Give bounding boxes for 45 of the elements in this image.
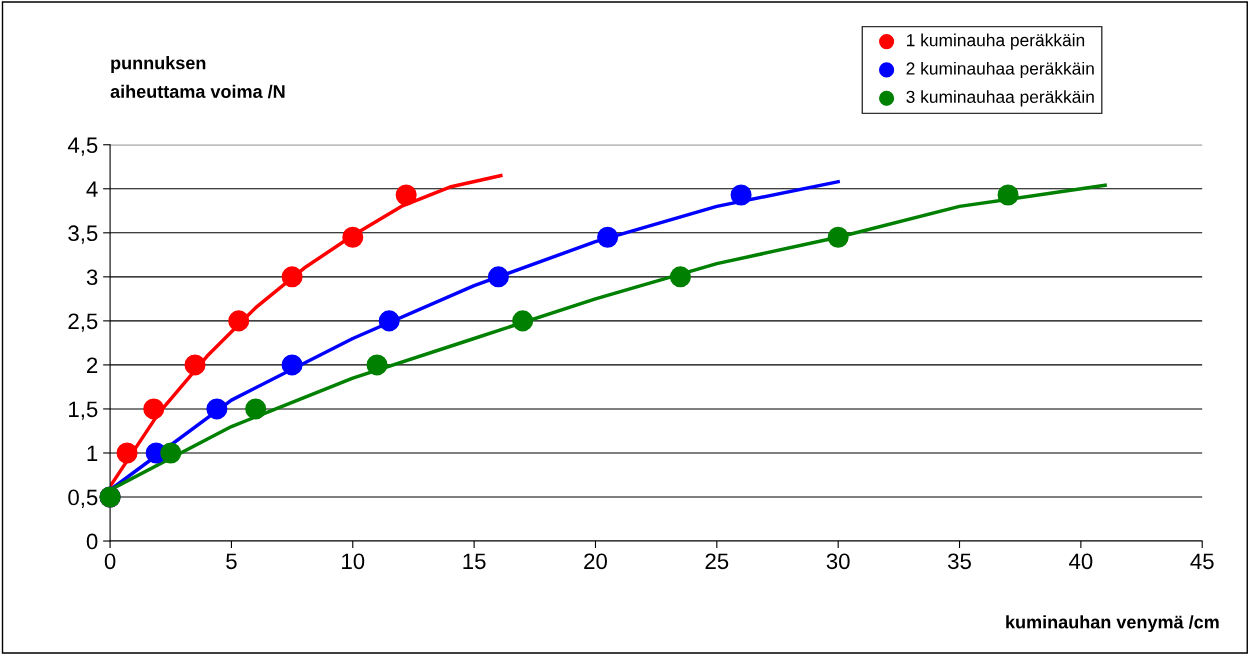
point — [160, 442, 182, 464]
x-axis-title: kuminauhan venymä /cm — [1006, 615, 1219, 633]
y-tick-label: 2 — [87, 357, 98, 373]
y-tick-label: 4 — [86, 181, 98, 197]
x-tick-label: 5 — [226, 553, 237, 570]
point — [378, 310, 400, 332]
legend-label: 2 kuminauhaa peräkkäin — [906, 61, 1094, 79]
x-tick-label: 20 — [584, 553, 607, 570]
point — [512, 310, 534, 332]
x-tick-label: 30 — [826, 553, 850, 570]
point — [206, 398, 228, 420]
y-tick-label: 2,5 — [68, 313, 98, 332]
legend-label: 3 kuminauhaa peräkkäin — [906, 90, 1094, 107]
y-tick-label: 4,5 — [67, 137, 98, 156]
point — [245, 398, 267, 420]
x-tick-label: 15 — [463, 553, 486, 570]
point — [730, 184, 752, 206]
x-tick-label: 10 — [342, 553, 365, 570]
x-tick-label: 40 — [1069, 553, 1093, 570]
y-tick-label: 1,5 — [69, 401, 98, 420]
x-tick-label: 0 — [104, 553, 116, 570]
point — [116, 442, 138, 464]
y-tick-label: 3 — [86, 269, 98, 286]
point — [395, 184, 417, 206]
y-tick-label: 0,5 — [68, 489, 98, 508]
y-axis-title: punnuksen aiheuttama voima /N — [110, 56, 285, 99]
point — [669, 266, 691, 288]
point — [487, 266, 509, 288]
x-tick-label: 25 — [705, 553, 729, 570]
point — [281, 266, 303, 288]
x-tick-label: 35 — [948, 553, 971, 570]
point — [342, 226, 364, 248]
x-tick-label: 45 — [1190, 553, 1214, 570]
point — [143, 398, 165, 420]
point — [827, 226, 849, 248]
point — [228, 310, 250, 332]
point — [184, 354, 206, 376]
y-tick-label: 0 — [86, 533, 98, 550]
point — [997, 184, 1019, 206]
legend-label: 1 kuminauha peräkkäin — [907, 33, 1085, 50]
y-tick-label: 3,5 — [68, 225, 98, 244]
point — [597, 226, 619, 248]
point — [366, 354, 388, 376]
y-tick-label: 1 — [87, 445, 98, 462]
point — [281, 354, 303, 376]
